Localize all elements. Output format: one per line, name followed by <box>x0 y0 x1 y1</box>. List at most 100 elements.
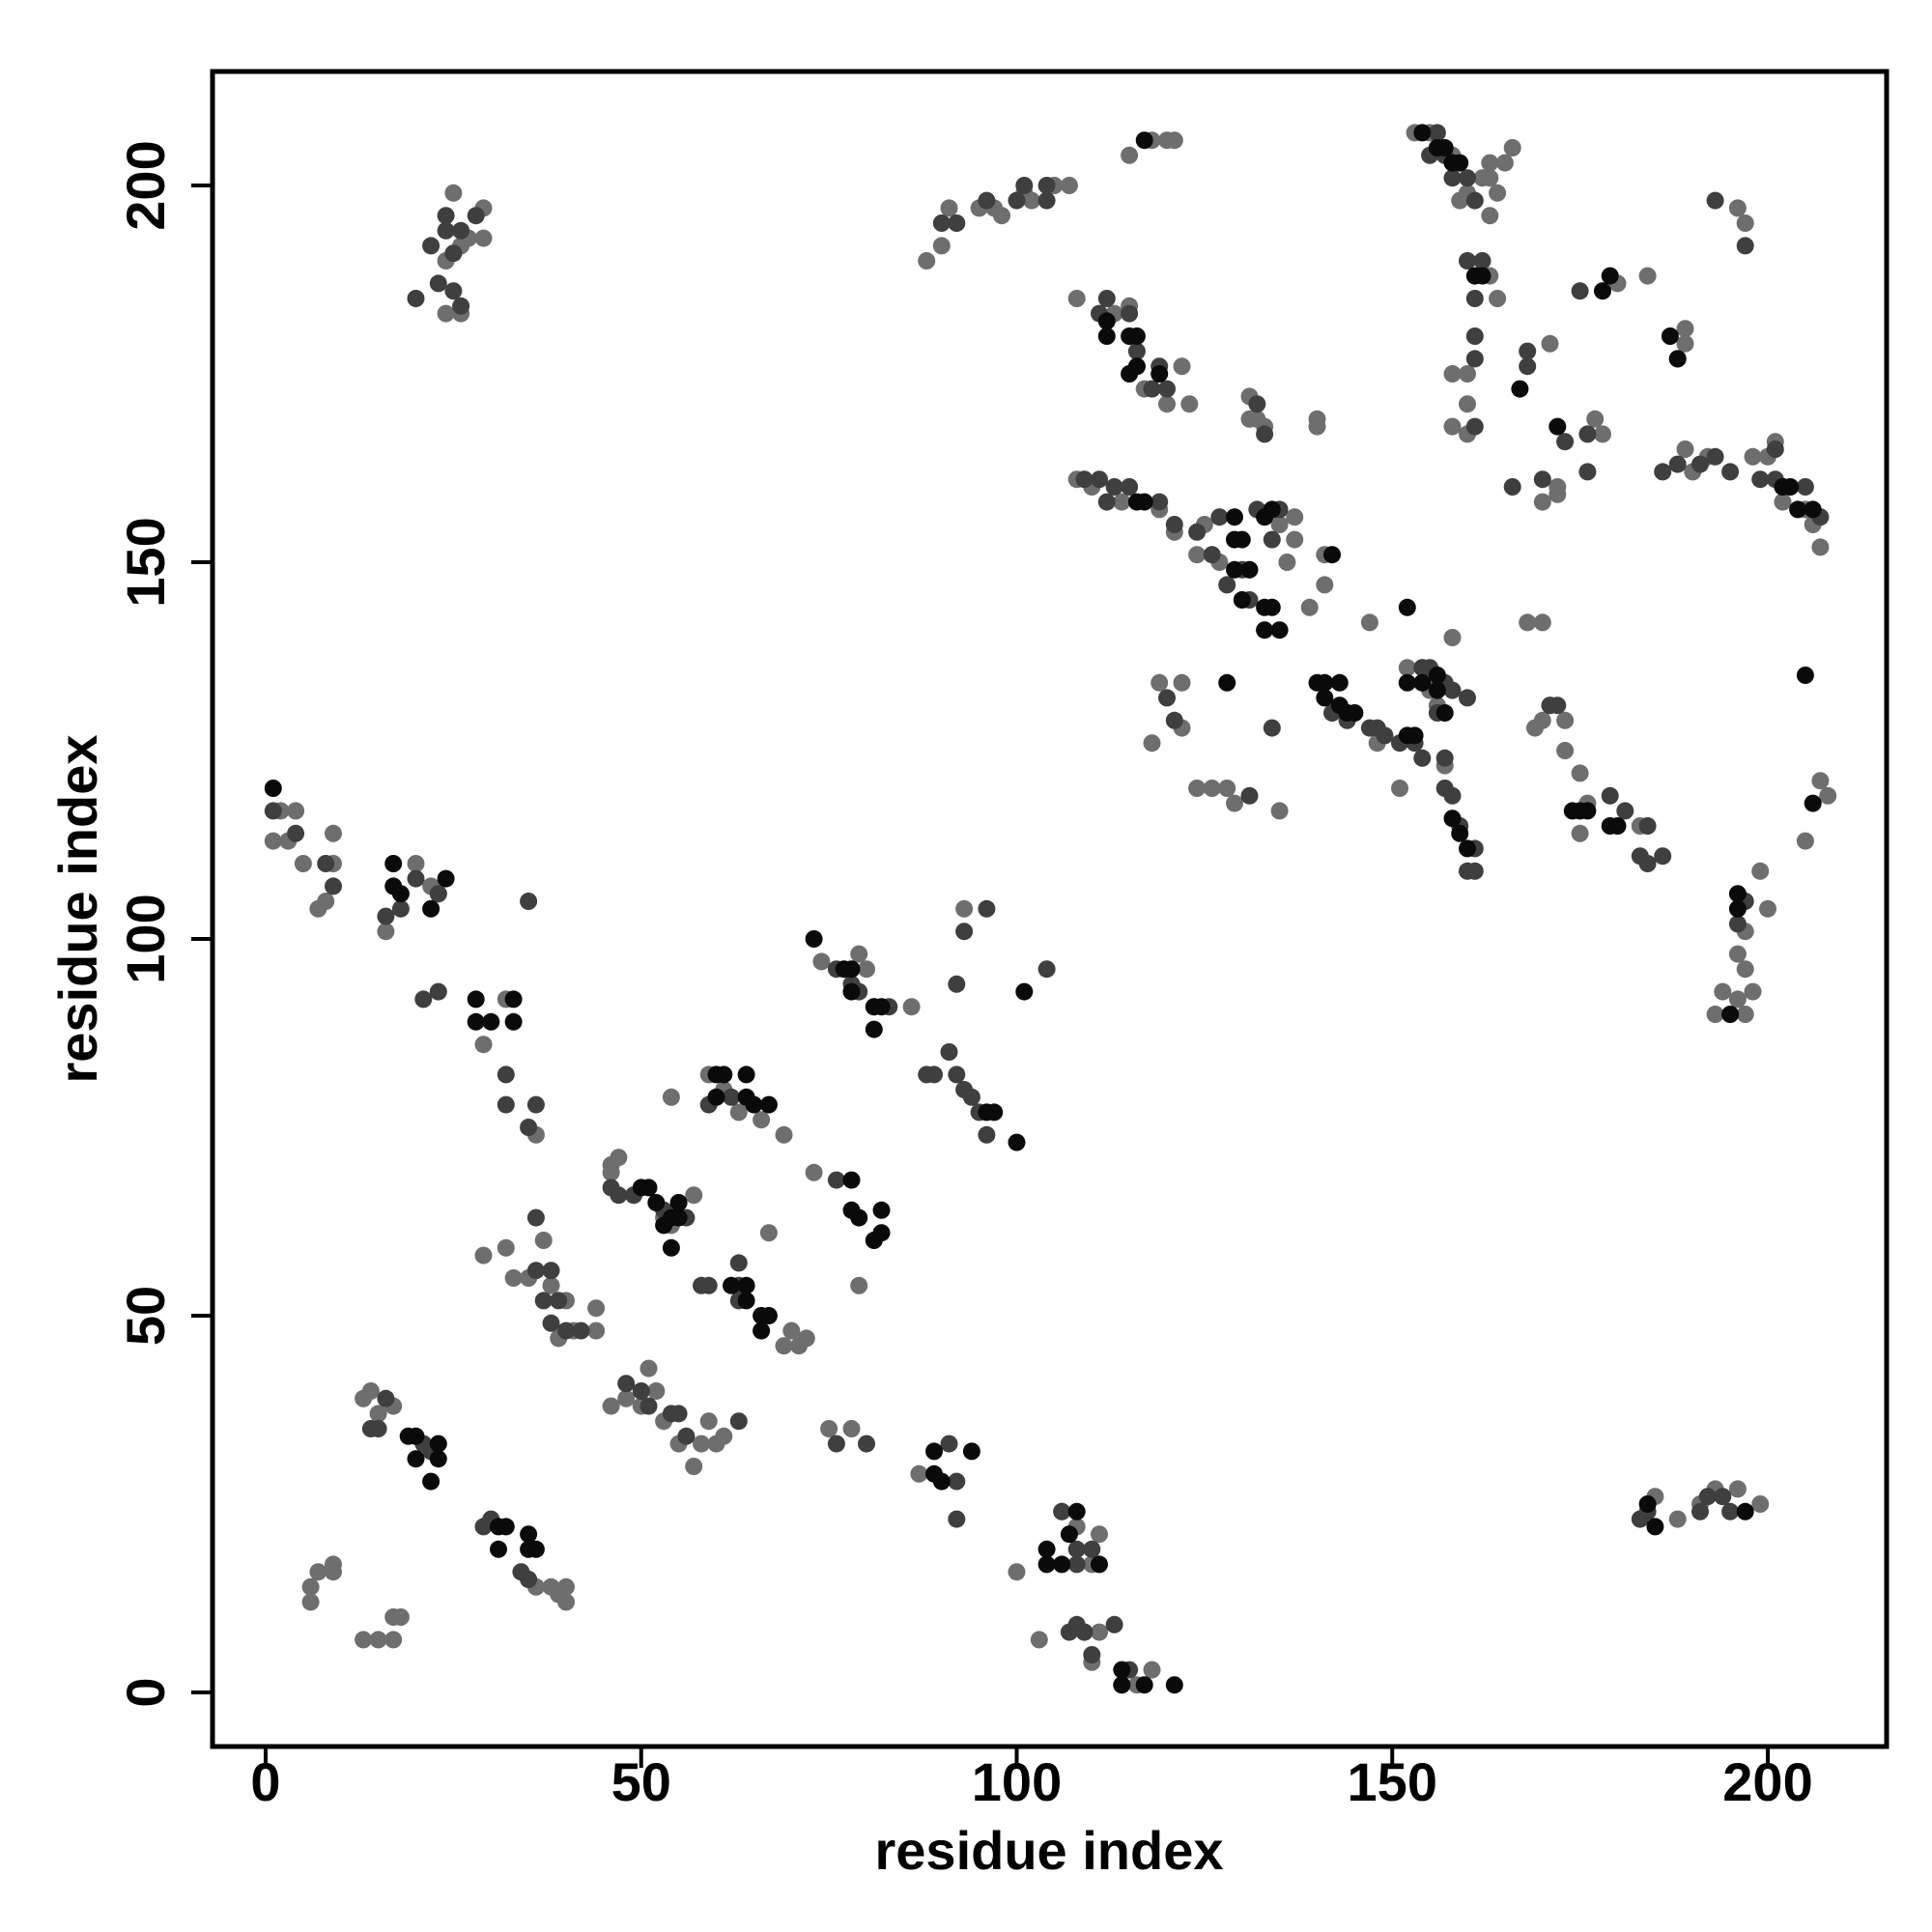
data-point <box>1091 1623 1108 1641</box>
data-point <box>955 899 974 918</box>
data-point <box>1465 191 1484 210</box>
data-point <box>534 1232 553 1249</box>
data-point <box>1451 824 1469 842</box>
data-point <box>948 975 966 993</box>
data-point <box>1594 282 1611 300</box>
data-point <box>699 1276 718 1294</box>
data-point <box>1804 500 1822 519</box>
data-point <box>422 899 440 918</box>
data-point <box>550 1292 568 1310</box>
data-point <box>1796 832 1814 850</box>
data-point <box>526 1262 545 1280</box>
data-point <box>407 855 425 872</box>
data-point <box>504 1012 523 1031</box>
data-point <box>1165 1676 1183 1694</box>
data-point <box>361 1382 380 1400</box>
data-point <box>1286 508 1304 526</box>
data-point <box>1811 538 1830 556</box>
data-point <box>1316 576 1334 594</box>
data-point <box>407 290 425 307</box>
data-point <box>1256 425 1274 443</box>
data-point <box>1548 417 1567 436</box>
data-point <box>1075 1623 1094 1641</box>
data-point <box>1698 1488 1717 1506</box>
data-point <box>1443 169 1462 187</box>
data-point <box>1143 734 1161 753</box>
data-point <box>1067 1540 1086 1558</box>
data-point <box>1165 711 1183 729</box>
data-point <box>1638 267 1657 285</box>
data-point <box>797 1329 815 1348</box>
data-point <box>1811 772 1830 790</box>
data-point <box>1135 493 1153 511</box>
data-point <box>858 1435 875 1453</box>
data-point <box>962 1442 980 1461</box>
data-point <box>1113 1661 1131 1679</box>
data-point <box>1473 252 1492 270</box>
data-point <box>910 1464 928 1483</box>
data-point <box>1067 1555 1086 1574</box>
data-point <box>805 1163 823 1181</box>
data-point <box>1459 395 1476 413</box>
data-point <box>1270 621 1289 639</box>
data-point <box>1248 395 1266 413</box>
data-point <box>369 1405 387 1423</box>
data-point <box>1180 395 1199 413</box>
data-point <box>542 1276 560 1294</box>
data-point <box>1608 817 1627 835</box>
data-point <box>617 1375 636 1393</box>
data-point <box>1601 786 1619 805</box>
data-point <box>1443 786 1462 805</box>
data-point <box>309 1563 327 1581</box>
data-point <box>1173 357 1191 376</box>
data-point <box>1796 478 1814 496</box>
data-point <box>1459 839 1476 858</box>
data-point <box>444 244 463 263</box>
data-point <box>1533 470 1551 489</box>
data-point <box>1105 478 1123 496</box>
data-point <box>325 877 342 895</box>
data-point <box>1240 786 1259 805</box>
data-point <box>655 1216 673 1235</box>
data-point <box>287 824 305 842</box>
data-point <box>723 1088 740 1106</box>
data-point <box>474 1246 493 1264</box>
data-point <box>1135 1676 1153 1694</box>
x-axis-title: residue index <box>874 1820 1223 1881</box>
data-point <box>1398 659 1416 677</box>
data-point <box>309 899 327 918</box>
data-point <box>1278 554 1296 571</box>
data-point <box>1751 1495 1770 1513</box>
data-point <box>1151 673 1169 692</box>
data-point <box>1256 621 1274 639</box>
data-point <box>1226 508 1243 526</box>
data-point <box>1594 425 1611 443</box>
data-point <box>407 869 425 888</box>
data-point <box>1465 327 1484 345</box>
data-point <box>1728 990 1747 1009</box>
data-point <box>865 1020 883 1038</box>
data-point <box>490 1540 507 1558</box>
data-point <box>1188 780 1207 797</box>
data-point <box>1270 802 1289 820</box>
data-point <box>1519 357 1537 376</box>
data-point <box>782 1321 801 1340</box>
data-point <box>1804 794 1822 812</box>
data-point <box>1203 780 1221 797</box>
data-point <box>587 1299 606 1318</box>
data-point <box>391 1608 410 1626</box>
data-point <box>1316 689 1334 707</box>
data-points <box>264 124 1837 1694</box>
data-point <box>948 1065 966 1084</box>
data-point <box>617 1389 636 1407</box>
data-point <box>1151 493 1169 511</box>
data-point <box>1008 191 1026 210</box>
data-point <box>1744 447 1762 466</box>
data-point <box>1158 689 1176 707</box>
data-point <box>1121 146 1139 164</box>
data-point <box>1443 810 1462 828</box>
y-tick-label: 50 <box>115 1286 176 1346</box>
data-point <box>775 1125 793 1144</box>
plot-area-background <box>213 71 1887 1747</box>
